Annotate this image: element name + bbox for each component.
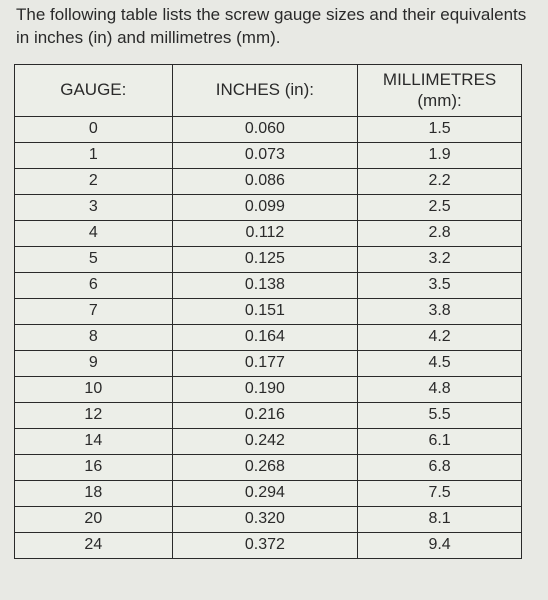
- table-body: 00.0601.510.0731.920.0862.230.0992.540.1…: [15, 116, 522, 558]
- cell-mm: 3.5: [358, 272, 522, 298]
- cell-gauge: 24: [15, 532, 173, 558]
- cell-inches: 0.125: [172, 246, 358, 272]
- cell-inches: 0.177: [172, 350, 358, 376]
- cell-inches: 0.060: [172, 116, 358, 142]
- cell-mm: 1.5: [358, 116, 522, 142]
- cell-inches: 0.138: [172, 272, 358, 298]
- table-row: 240.3729.4: [15, 532, 522, 558]
- table-row: 70.1513.8: [15, 298, 522, 324]
- cell-gauge: 1: [15, 142, 173, 168]
- cell-inches: 0.164: [172, 324, 358, 350]
- col-header-inches: INCHES (in):: [172, 64, 358, 116]
- cell-gauge: 20: [15, 506, 173, 532]
- col-header-gauge-label: GAUGE:: [60, 80, 126, 99]
- table-row: 90.1774.5: [15, 350, 522, 376]
- cell-gauge: 0: [15, 116, 173, 142]
- col-header-mm-label-bottom: (mm):: [417, 90, 461, 111]
- cell-inches: 0.112: [172, 220, 358, 246]
- cell-inches: 0.073: [172, 142, 358, 168]
- col-header-inches-label: INCHES (in):: [216, 80, 314, 99]
- cell-gauge: 4: [15, 220, 173, 246]
- table-row: 120.2165.5: [15, 402, 522, 428]
- table-row: 140.2426.1: [15, 428, 522, 454]
- cell-inches: 0.268: [172, 454, 358, 480]
- cell-gauge: 3: [15, 194, 173, 220]
- cell-mm: 1.9: [358, 142, 522, 168]
- cell-mm: 7.5: [358, 480, 522, 506]
- cell-mm: 4.2: [358, 324, 522, 350]
- col-header-mm-wrap: MILLIMETRES (mm):: [358, 69, 521, 112]
- cell-gauge: 14: [15, 428, 173, 454]
- table-row: 60.1383.5: [15, 272, 522, 298]
- cell-inches: 0.151: [172, 298, 358, 324]
- cell-gauge: 10: [15, 376, 173, 402]
- cell-mm: 9.4: [358, 532, 522, 558]
- cell-mm: 6.8: [358, 454, 522, 480]
- page-container: The following table lists the screw gaug…: [0, 0, 548, 573]
- gauge-table: GAUGE: INCHES (in): MILLIMETRES (mm): 00…: [14, 64, 522, 559]
- table-row: 30.0992.5: [15, 194, 522, 220]
- cell-mm: 5.5: [358, 402, 522, 428]
- col-header-mm: MILLIMETRES (mm):: [358, 64, 522, 116]
- cell-mm: 3.8: [358, 298, 522, 324]
- col-header-mm-label-top: MILLIMETRES: [383, 69, 496, 90]
- cell-gauge: 6: [15, 272, 173, 298]
- cell-gauge: 7: [15, 298, 173, 324]
- cell-inches: 0.216: [172, 402, 358, 428]
- table-row: 40.1122.8: [15, 220, 522, 246]
- cell-gauge: 5: [15, 246, 173, 272]
- cell-mm: 2.5: [358, 194, 522, 220]
- col-header-gauge: GAUGE:: [15, 64, 173, 116]
- cell-inches: 0.086: [172, 168, 358, 194]
- cell-inches: 0.190: [172, 376, 358, 402]
- intro-paragraph: The following table lists the screw gaug…: [16, 4, 534, 50]
- table-row: 200.3208.1: [15, 506, 522, 532]
- cell-mm: 3.2: [358, 246, 522, 272]
- cell-gauge: 2: [15, 168, 173, 194]
- table-header-row: GAUGE: INCHES (in): MILLIMETRES (mm):: [15, 64, 522, 116]
- table-row: 20.0862.2: [15, 168, 522, 194]
- table-header: GAUGE: INCHES (in): MILLIMETRES (mm):: [15, 64, 522, 116]
- table-row: 160.2686.8: [15, 454, 522, 480]
- cell-gauge: 18: [15, 480, 173, 506]
- cell-gauge: 16: [15, 454, 173, 480]
- cell-mm: 2.8: [358, 220, 522, 246]
- table-row: 50.1253.2: [15, 246, 522, 272]
- cell-inches: 0.242: [172, 428, 358, 454]
- cell-mm: 8.1: [358, 506, 522, 532]
- cell-mm: 2.2: [358, 168, 522, 194]
- cell-gauge: 8: [15, 324, 173, 350]
- cell-gauge: 9: [15, 350, 173, 376]
- cell-mm: 6.1: [358, 428, 522, 454]
- cell-inches: 0.372: [172, 532, 358, 558]
- table-row: 180.2947.5: [15, 480, 522, 506]
- table-row: 00.0601.5: [15, 116, 522, 142]
- cell-mm: 4.5: [358, 350, 522, 376]
- cell-mm: 4.8: [358, 376, 522, 402]
- cell-inches: 0.320: [172, 506, 358, 532]
- cell-inches: 0.294: [172, 480, 358, 506]
- table-row: 10.0731.9: [15, 142, 522, 168]
- cell-gauge: 12: [15, 402, 173, 428]
- table-row: 80.1644.2: [15, 324, 522, 350]
- table-row: 100.1904.8: [15, 376, 522, 402]
- cell-inches: 0.099: [172, 194, 358, 220]
